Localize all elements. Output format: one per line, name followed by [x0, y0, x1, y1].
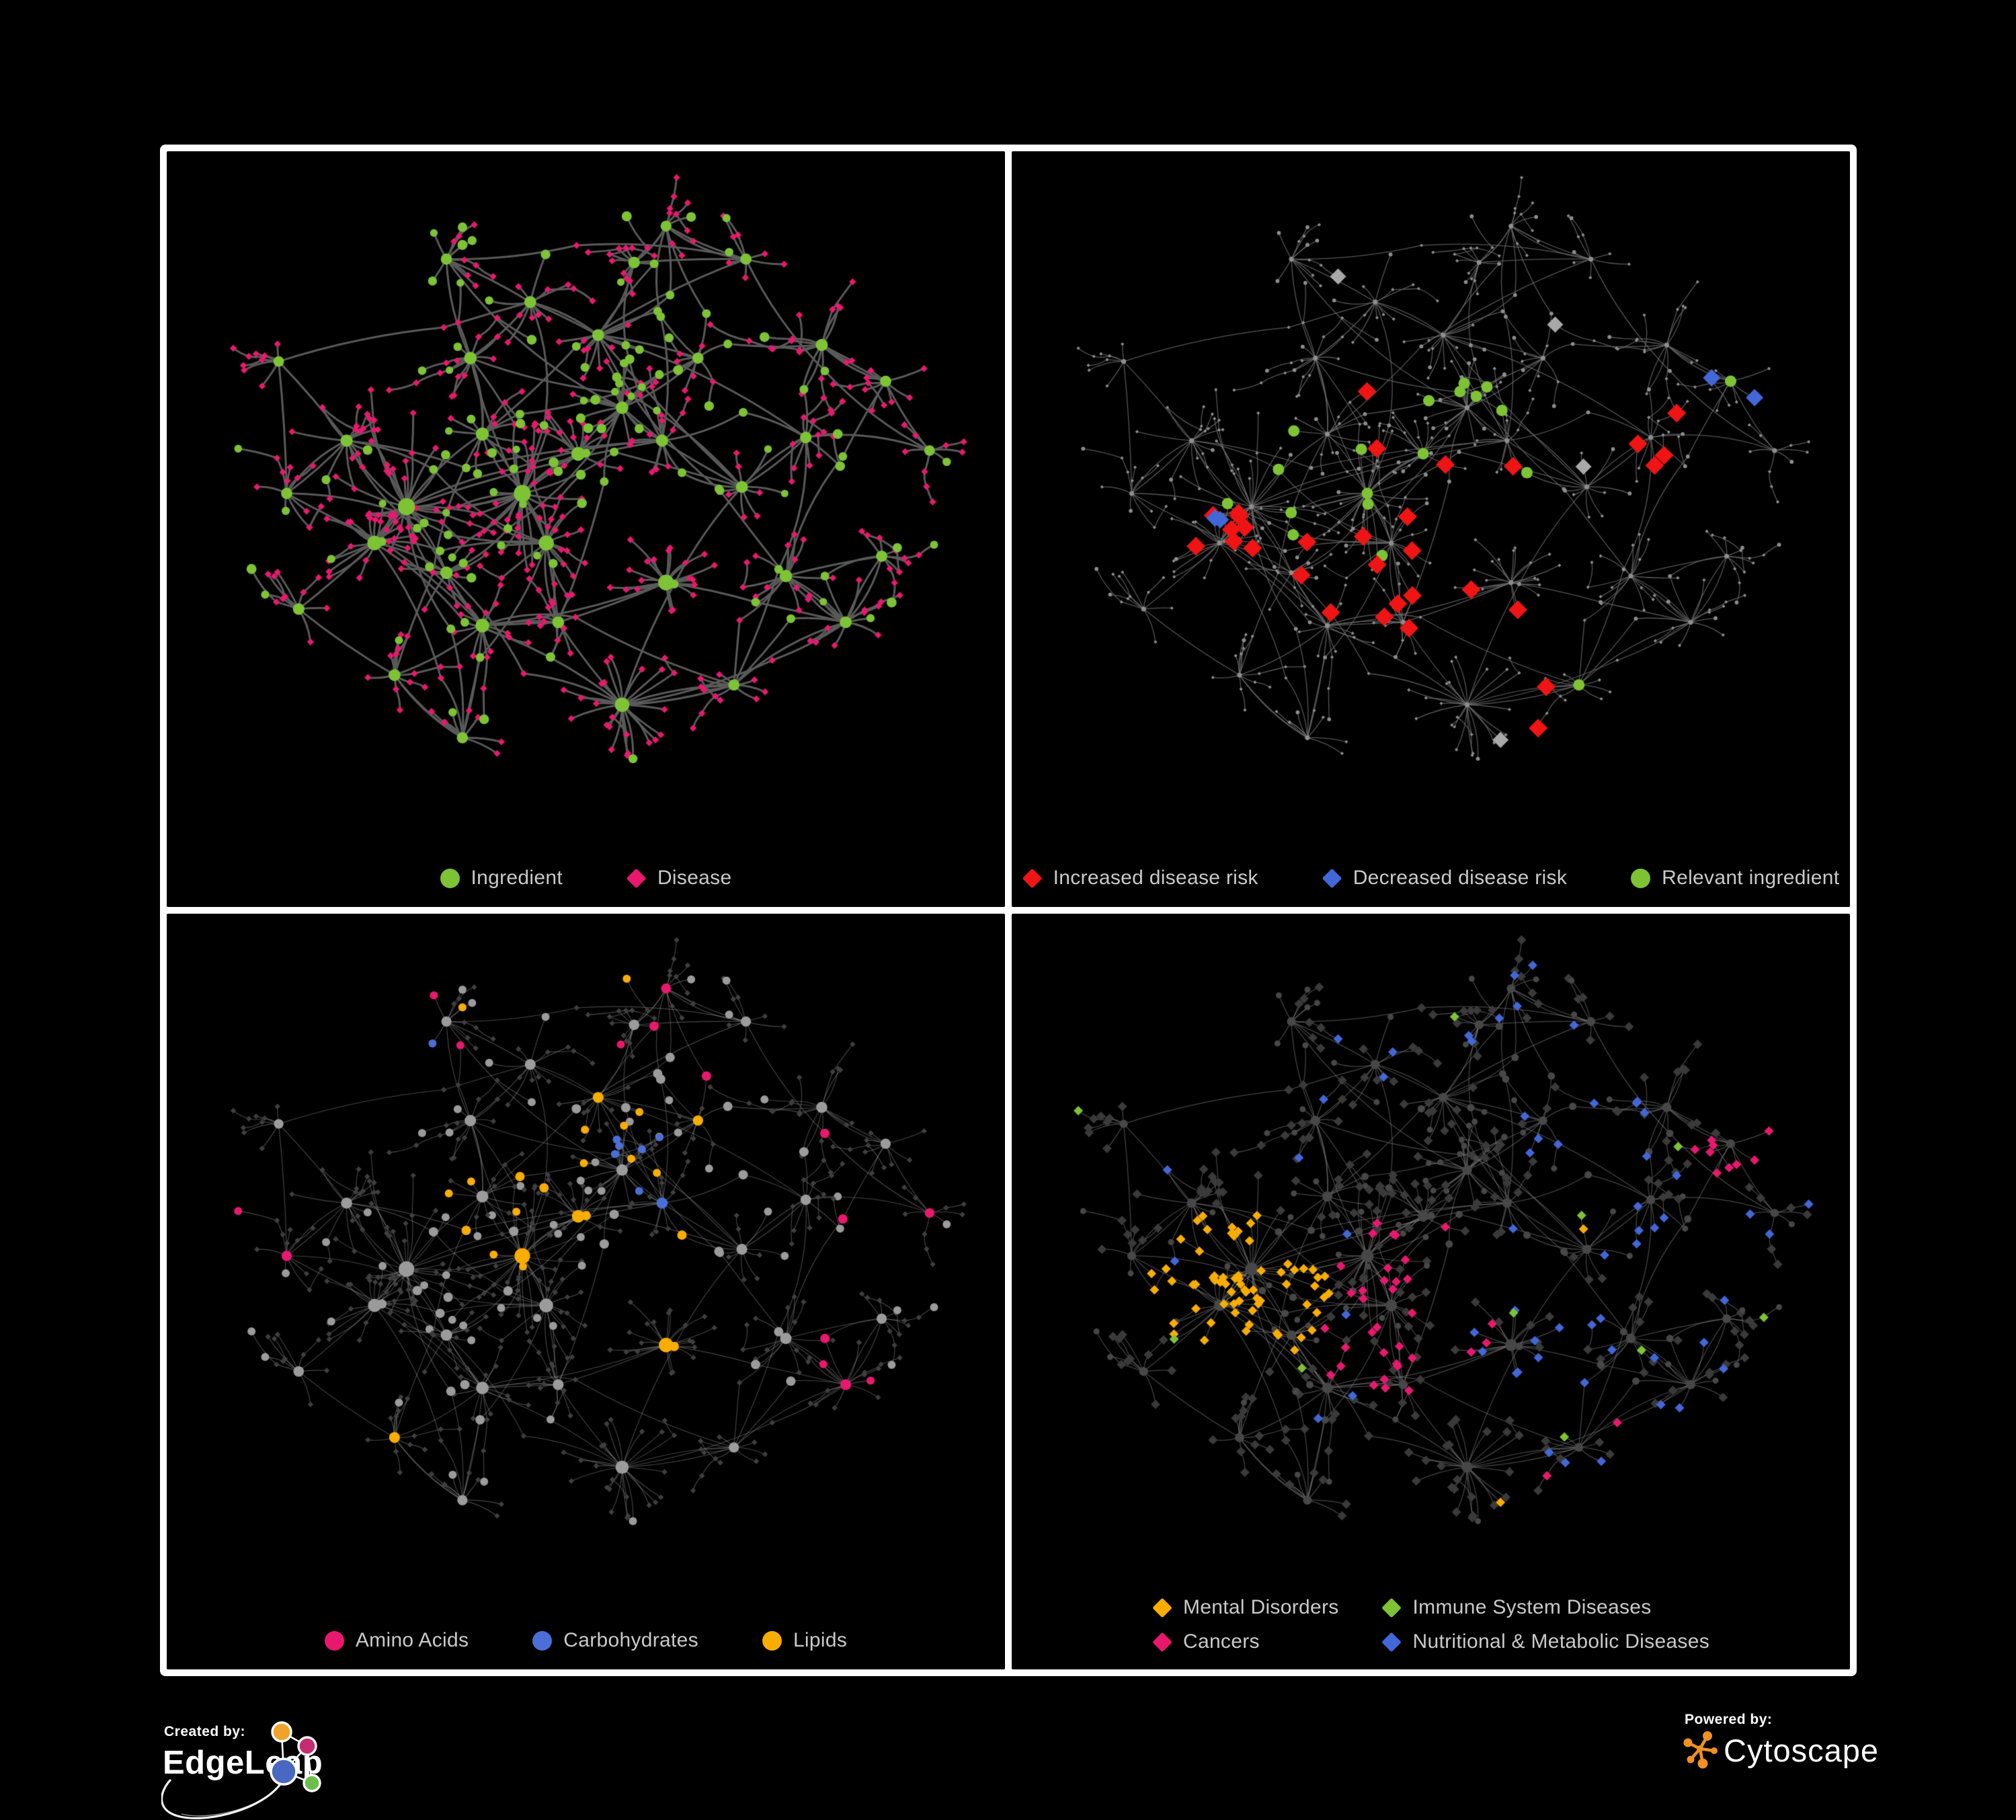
legend-1: Ingredient Disease	[167, 867, 1005, 889]
cytoscape-credit: Powered by: Cytoscape	[1679, 1710, 1881, 1791]
cytoscape-logo-icon	[1683, 1731, 1718, 1769]
powered-by-label: Powered by:	[1685, 1712, 1773, 1727]
diamond-marker-icon	[1381, 1597, 1402, 1618]
legend-3: Amino Acids Carbohydrates Lipids	[167, 1629, 1005, 1652]
legend-item-relevant-ingredient: Relevant ingredient	[1631, 867, 1839, 889]
edgeleap-credit: Created by: EdgeLeap	[161, 1714, 383, 1820]
circle-marker-icon	[532, 1630, 553, 1651]
diamond-marker-icon	[1322, 868, 1342, 888]
legend-label: Amino Acids	[355, 1629, 469, 1651]
panel-ingredient-disease: Ingredient Disease	[167, 151, 1005, 907]
legend-item-mental-disorders: Mental Disorders	[1152, 1596, 1339, 1619]
network-canvas-disease-risk	[1012, 151, 1850, 907]
legend-item-nutritional-metabolic-diseases: Nutritional & Metabolic Diseases	[1381, 1630, 1709, 1653]
circle-marker-icon	[324, 1630, 344, 1651]
created-by-label: Created by:	[164, 1724, 246, 1739]
legend-label: Decreased disease risk	[1353, 867, 1568, 889]
circle-marker-icon	[1631, 868, 1651, 888]
legend-2: Increased disease risk Decreased disease …	[1012, 867, 1850, 889]
legend-item-ingredient: Ingredient	[440, 867, 563, 889]
panel-disease-categories: Mental Disorders Immune System Diseases Ca…	[1012, 914, 1850, 1669]
network-canvas-macronutrients	[167, 914, 1005, 1669]
diamond-marker-icon	[1152, 1632, 1172, 1652]
legend-label: Carbohydrates	[563, 1629, 698, 1651]
legend-4: Mental Disorders Immune System Diseases Ca…	[1152, 1596, 1709, 1653]
circle-marker-icon	[762, 1630, 782, 1651]
legend-label: Ingredient	[471, 867, 563, 889]
diamond-marker-icon	[1022, 868, 1042, 888]
legend-label: Nutritional & Metabolic Diseases	[1412, 1630, 1709, 1653]
panel-disease-risk: Increased disease risk Decreased disease …	[1012, 151, 1850, 907]
legend-item-amino-acids: Amino Acids	[324, 1629, 469, 1652]
legend-label: Increased disease risk	[1053, 867, 1258, 889]
legend-label: Lipids	[793, 1629, 848, 1651]
legend-label: Disease	[657, 867, 732, 889]
network-canvas-disease-categories	[1012, 914, 1850, 1669]
legend-item-disease: Disease	[626, 867, 732, 889]
legend-item-immune-system-diseases: Immune System Diseases	[1381, 1596, 1709, 1619]
panel-macronutrients: Amino Acids Carbohydrates Lipids	[167, 914, 1005, 1669]
legend-item-lipids: Lipids	[762, 1629, 847, 1652]
legend-item-carbohydrates: Carbohydrates	[532, 1629, 698, 1652]
diamond-marker-icon	[1152, 1597, 1172, 1618]
legend-label: Relevant ingredient	[1662, 867, 1840, 889]
cytoscape-wordmark: Cytoscape	[1724, 1733, 1880, 1768]
diamond-marker-icon	[1381, 1632, 1402, 1652]
legend-label: Immune System Diseases	[1412, 1596, 1652, 1618]
legend-item-cancers: Cancers	[1152, 1630, 1339, 1653]
legend-label: Cancers	[1183, 1630, 1260, 1653]
diamond-marker-icon	[626, 868, 647, 888]
legend-item-decreased-disease-risk: Decreased disease risk	[1322, 867, 1567, 889]
network-grid: Ingredient Disease Increased disease risk…	[160, 145, 1857, 1676]
legend-label: Mental Disorders	[1183, 1596, 1339, 1618]
network-canvas-ingredient-disease	[167, 151, 1005, 907]
edgeleap-wordmark: EdgeLeap	[163, 1745, 323, 1781]
circle-marker-icon	[440, 868, 460, 888]
legend-item-increased-disease-risk: Increased disease risk	[1022, 867, 1258, 889]
